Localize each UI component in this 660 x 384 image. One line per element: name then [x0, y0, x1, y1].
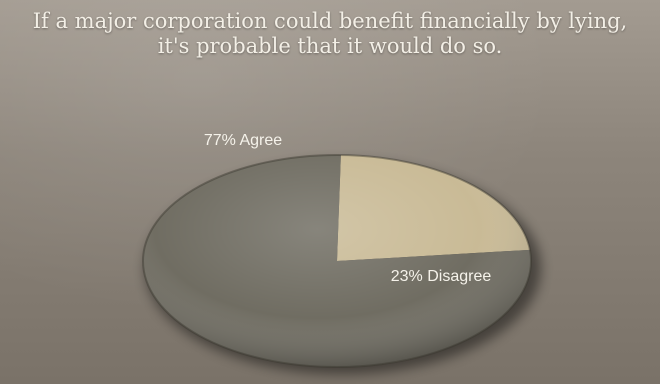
pie-shading — [143, 155, 531, 367]
slice-label-disagree: 23% Disagree — [391, 268, 492, 285]
chart-title-line-1: If a major corporation could benefit fin… — [32, 9, 628, 33]
pie-rim — [142, 154, 532, 368]
chart-title-line-2: it's probable that it would do so. — [157, 34, 503, 58]
slice-label-agree: 77% Agree — [204, 132, 282, 149]
